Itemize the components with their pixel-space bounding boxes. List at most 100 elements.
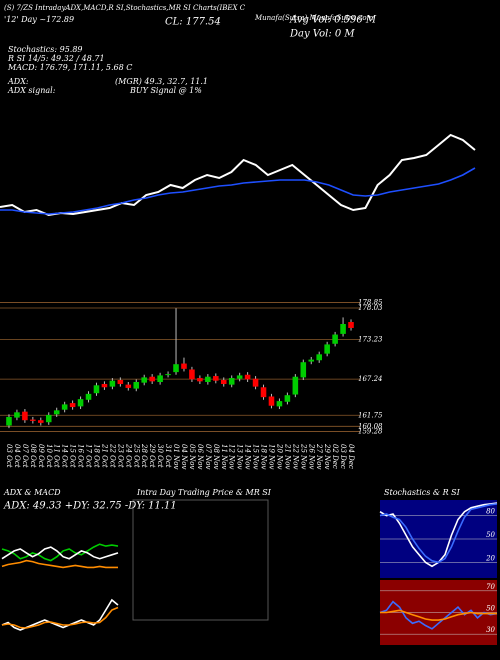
candle-body — [300, 362, 307, 378]
candle-body — [308, 359, 315, 362]
candle-body — [125, 384, 132, 388]
y-tick-label: 161.75 — [358, 411, 383, 419]
x-tick-label: 05 Nov — [188, 444, 196, 469]
candle-body — [332, 334, 338, 344]
panel-title: ADX & MACD — [3, 488, 61, 497]
candle-body — [340, 324, 346, 334]
intraday-panel — [132, 499, 269, 621]
x-tick-label: 15 Oct — [69, 444, 77, 468]
x-tick-label: 10 Oct — [45, 444, 53, 468]
adx-signal: ADX signal: — [7, 86, 56, 95]
adx-values: (MGR) 49.3, 32.7, 11.1 — [115, 77, 208, 86]
y-tick-label: 50 — [486, 531, 495, 539]
candle-body — [197, 378, 203, 382]
candle-body — [284, 395, 291, 402]
y-tick-label: 178.03 — [358, 304, 383, 312]
series-line — [379, 600, 498, 630]
panel-annotation: ADX: 49.33 +DY: 32.75 -DY: 11.11 — [3, 501, 177, 512]
avg-volume: Avg Vol: 0.596 M — [289, 15, 377, 26]
x-tick-label: 24 Oct — [124, 443, 132, 468]
candle-body — [228, 378, 235, 385]
day-volume: Day Vol: 0 M — [289, 29, 355, 40]
x-tick-label: 12 Nov — [228, 444, 236, 469]
x-tick-label: 15 Nov — [252, 444, 260, 469]
x-tick-label: 18 Oct — [92, 444, 100, 468]
series-line — [0, 167, 476, 215]
close-price: CL: 177.54 — [165, 17, 221, 28]
candle-body — [14, 412, 20, 418]
candle-body — [45, 414, 52, 423]
y-tick-label: 20 — [485, 554, 495, 562]
x-tick-label: 22 Nov — [291, 443, 299, 469]
x-tick-label: 21 Nov — [283, 443, 291, 469]
candle-body — [22, 411, 28, 421]
x-tick-label: 08 Oct — [29, 444, 37, 468]
x-tick-label: 22 Oct — [108, 443, 116, 468]
header-text: (S) 7/ZS IntradayADX,MACD,R SI,Stochasti… — [4, 4, 246, 12]
candle-body — [244, 374, 251, 380]
x-tick-label: 29 Oct — [148, 443, 156, 468]
candle-body — [85, 393, 92, 400]
series-line — [1, 598, 119, 631]
x-tick-label: 19 Nov — [267, 444, 275, 469]
candle-body — [236, 375, 243, 379]
candle-body — [260, 387, 267, 398]
series-line — [1, 546, 119, 560]
candle-body — [6, 416, 12, 426]
candle-body — [38, 420, 44, 423]
adx: ADX: — [7, 77, 29, 86]
y-tick-label: 159.28 — [358, 428, 383, 436]
candle-body — [220, 380, 227, 384]
candle-body — [133, 382, 140, 389]
candle-body — [141, 377, 147, 383]
series-line — [1, 606, 119, 629]
x-tick-label: 30 Oct — [156, 444, 164, 468]
series-line — [379, 503, 498, 564]
candle-body — [173, 364, 179, 373]
candle-body — [149, 376, 155, 382]
x-tick-label: 23 Oct — [116, 443, 124, 468]
x-tick-label: 27 Nov — [315, 443, 323, 469]
candle-body — [348, 322, 354, 328]
x-tick-label: 20 Nov — [275, 443, 283, 469]
x-tick-label: 09 Oct — [37, 444, 45, 468]
x-tick-label: 28 Oct — [140, 443, 148, 468]
x-tick-label: 11 Nov — [220, 444, 228, 469]
x-tick-label: 18 Nov — [260, 444, 268, 469]
y-tick-label: 80 — [486, 508, 495, 516]
adx-signal-value: BUY Signal @ 1% — [129, 86, 202, 95]
candle-body — [292, 376, 299, 395]
x-tick-label: 03 Dec — [339, 444, 347, 469]
y-tick-label: 70 — [486, 583, 495, 591]
candle-body — [324, 344, 330, 354]
x-tick-label: 29 Nov — [323, 443, 331, 469]
x-tick-label: 13 Nov — [236, 444, 244, 469]
x-tick-label: 01 Nov — [172, 444, 180, 469]
candle-body — [93, 385, 100, 394]
candle-body — [157, 375, 163, 382]
rsi: R SI 14/5: 49.32 / 48.71 — [7, 54, 105, 63]
y-tick-label: 50 — [486, 605, 495, 613]
y-tick-label: 160.08 — [358, 422, 383, 430]
panel-title: Intra Day Trading Price & MR SI — [136, 488, 272, 497]
x-tick-label: 25 Oct — [132, 443, 140, 468]
macd: MACD: 176.79, 171.11, 5.68 C — [7, 63, 132, 72]
candle-body — [109, 380, 116, 387]
header-text: Munafa(Sutra) MunafaSutra.com — [254, 14, 374, 22]
candle-body — [53, 410, 60, 415]
y-tick-label: 30 — [486, 626, 495, 634]
x-tick-label: 14 Nov — [244, 444, 252, 469]
x-tick-label: 14 Oct — [61, 444, 69, 468]
x-tick-label: 04 Oct — [13, 444, 21, 468]
candle-body — [276, 401, 283, 407]
y-tick-label: 178.85 — [358, 299, 383, 307]
x-tick-label: 04 Nov — [180, 444, 188, 469]
candle-body — [165, 374, 171, 376]
x-tick-label: 07 Oct — [21, 444, 29, 468]
x-tick-label: 26 Nov — [307, 443, 315, 469]
panel-title: Stochastics & R SI — [384, 488, 461, 497]
series-line — [1, 559, 118, 569]
header-text: '12' Day ~172.89 — [4, 15, 74, 24]
